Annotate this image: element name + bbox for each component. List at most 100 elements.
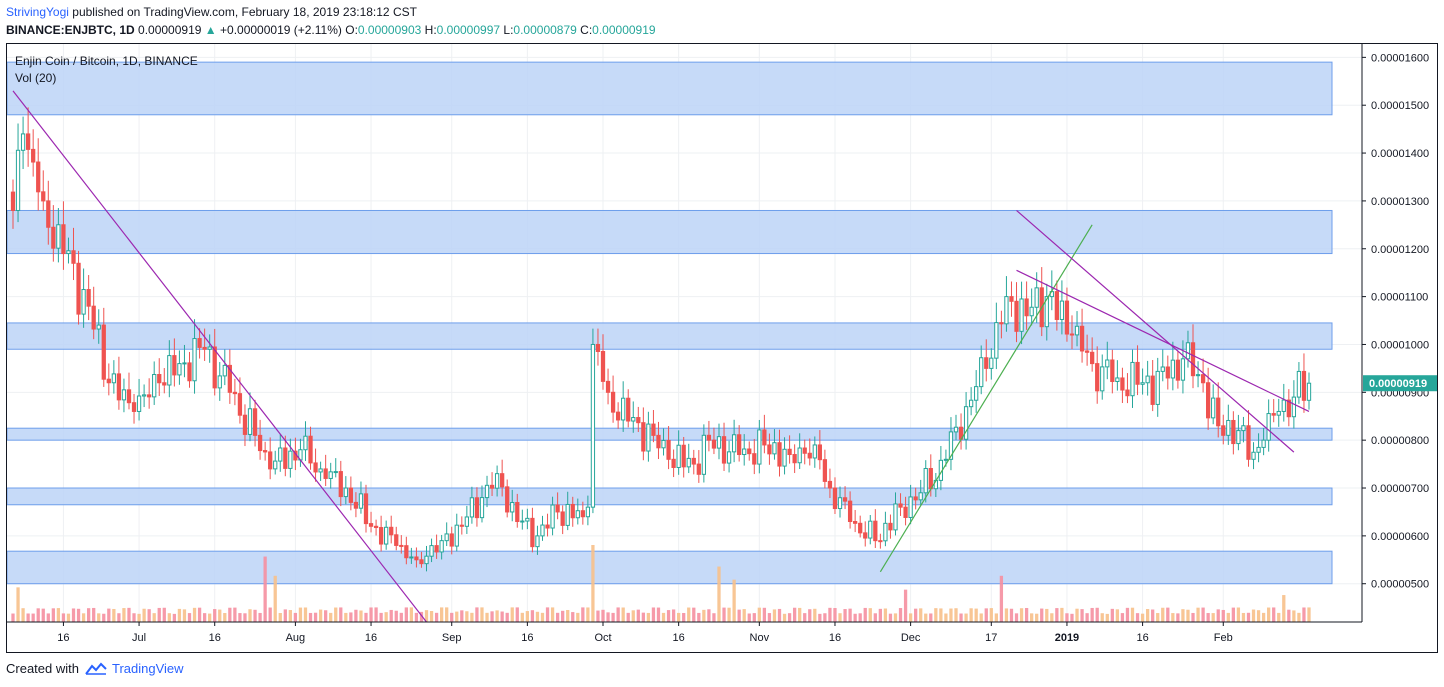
volume-bar	[586, 607, 590, 622]
candle-body	[177, 363, 182, 376]
candle-body	[71, 250, 76, 264]
volume-bar	[268, 607, 272, 622]
candle-body	[500, 473, 505, 488]
candle-body	[610, 391, 616, 413]
author-link[interactable]: StrivingYogi	[6, 5, 69, 19]
candle-body	[847, 500, 853, 523]
tradingview-link[interactable]: TradingView	[112, 661, 184, 676]
candle-body	[666, 439, 671, 460]
candle-body	[928, 468, 933, 490]
volume-bar	[1130, 607, 1135, 622]
candle-body	[510, 502, 515, 513]
candle-body	[126, 389, 132, 404]
volume-bar	[626, 612, 630, 622]
candle-body	[812, 444, 817, 459]
price-chart[interactable]: 0.00000500 0.00000600 0.00000700 0.00000800…	[6, 43, 1438, 653]
volume-bar	[192, 607, 197, 622]
volume-bar	[142, 608, 146, 622]
volume-bar	[293, 612, 298, 622]
volume-bar	[707, 609, 711, 622]
volume-bar	[944, 613, 948, 622]
candle-body	[1170, 359, 1175, 379]
candle-body	[1135, 361, 1140, 385]
candle-body	[948, 431, 954, 460]
candle-body	[873, 520, 878, 542]
volume-bar	[1110, 608, 1114, 622]
candle-body	[530, 517, 535, 548]
volume-bar	[1090, 607, 1094, 622]
volume-bar	[71, 608, 76, 622]
candle-body	[424, 555, 429, 565]
close-value: 0.00000919	[592, 23, 656, 37]
volume-bar	[924, 613, 928, 622]
candle-body	[651, 423, 656, 436]
volume-bar	[1282, 595, 1286, 622]
candle-body	[726, 451, 732, 464]
candle-body	[515, 502, 520, 523]
volume-bar	[278, 613, 282, 622]
candle-body	[419, 559, 424, 565]
volume-bar	[737, 609, 741, 622]
volume-bar	[243, 613, 247, 622]
volume-bar	[495, 610, 499, 622]
candle-body	[979, 357, 984, 388]
volume-bar	[1211, 613, 1215, 622]
volume-bar	[1186, 609, 1190, 622]
volume-bar	[1019, 608, 1024, 622]
volume-bar	[666, 610, 671, 622]
candle-body	[676, 444, 681, 468]
volume-bar	[878, 608, 883, 622]
candle-body	[711, 439, 717, 449]
trendline	[1016, 210, 1295, 453]
time-tick-label: 16	[1136, 632, 1148, 644]
volume-bar	[908, 613, 913, 622]
volume-bar	[470, 612, 474, 622]
volume-bar	[949, 608, 953, 622]
volume-bar	[1140, 613, 1145, 622]
candle-body	[989, 357, 994, 369]
volume-bar	[445, 607, 449, 622]
candle-body	[318, 468, 323, 473]
volume-bar	[772, 609, 777, 622]
candle-body	[615, 411, 621, 421]
candle-body	[974, 386, 979, 401]
volume-bar	[263, 556, 267, 622]
volume-bar	[273, 575, 277, 622]
volume-bar	[434, 612, 439, 622]
volume-bar	[127, 607, 131, 622]
volume-bar	[853, 613, 857, 622]
candle-body	[328, 471, 333, 479]
volume-bar	[46, 613, 50, 622]
volume-bar	[505, 612, 509, 622]
volume-bar	[858, 613, 862, 622]
volume-bar	[510, 607, 514, 622]
candle-body	[706, 434, 712, 441]
volume-bar	[1256, 610, 1261, 622]
volume-bar	[324, 610, 328, 622]
volume-bar	[404, 607, 408, 622]
candle-body	[41, 191, 46, 202]
volume-bar	[661, 612, 666, 622]
candle-body	[1079, 325, 1085, 352]
volume-bar	[308, 612, 313, 622]
volume-bar	[485, 612, 489, 622]
candle-body	[1180, 358, 1186, 381]
candle-body	[782, 448, 787, 467]
time-tick-label: Nov	[750, 632, 770, 644]
candle-body	[1165, 366, 1170, 379]
candle-body	[197, 338, 202, 348]
candle-body	[257, 434, 263, 452]
volume-bar	[107, 608, 111, 622]
volume-bar	[450, 612, 454, 622]
volume-bar	[81, 613, 86, 622]
chart-frame[interactable]: 0.00000500 0.00000600 0.00000700 0.00000800…	[6, 43, 1438, 653]
volume-bar	[384, 612, 388, 622]
candle-body	[172, 355, 177, 376]
candle-body	[1034, 287, 1039, 308]
volume-bar	[313, 612, 318, 622]
volume-bar	[581, 607, 585, 622]
volume-bar	[1226, 612, 1230, 622]
volume-bar	[1060, 607, 1064, 622]
candle-body	[1236, 430, 1241, 445]
candle-body	[136, 395, 142, 412]
